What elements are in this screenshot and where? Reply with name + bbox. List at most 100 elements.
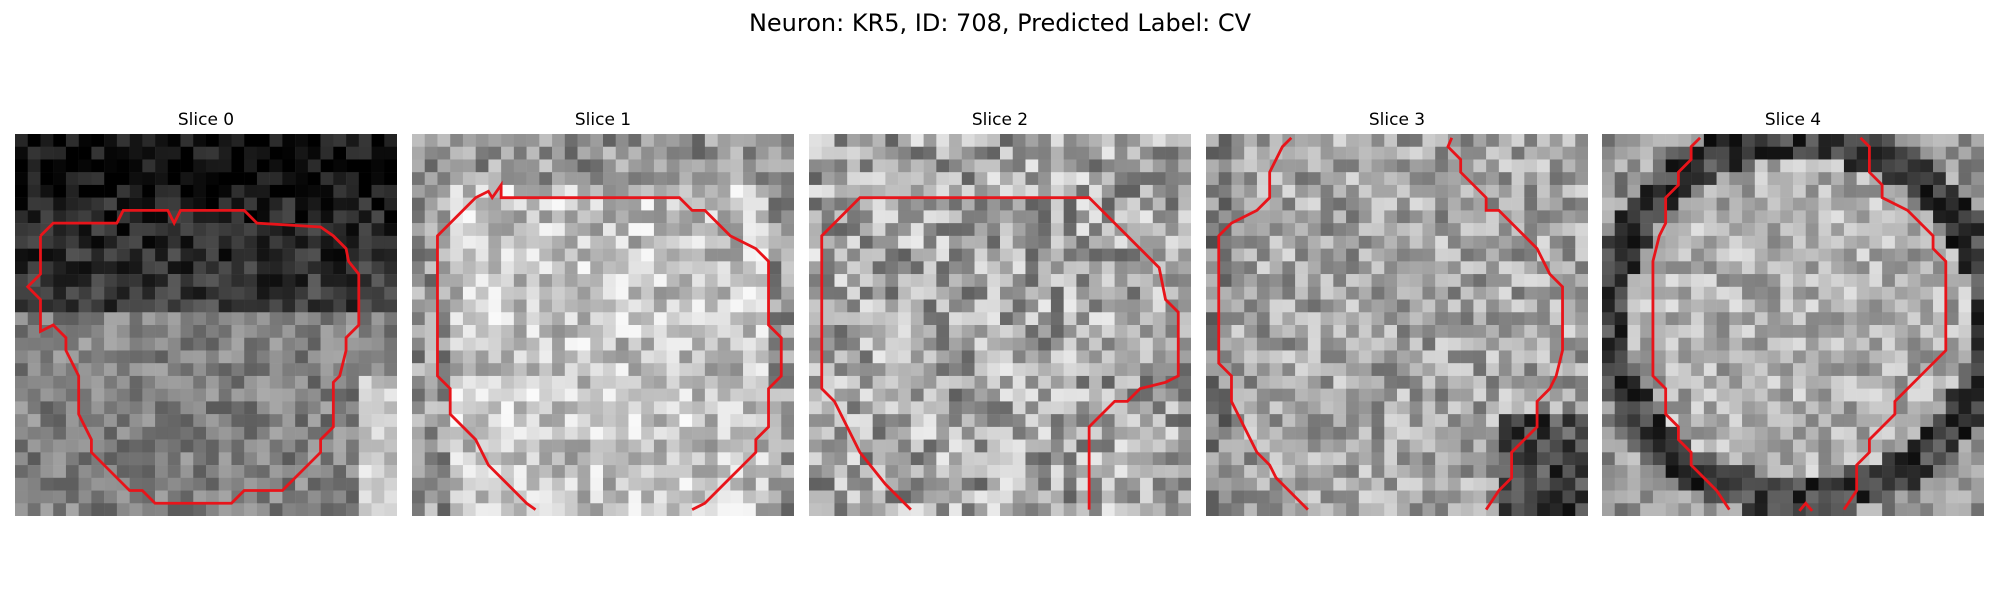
pixel [1256,248,1270,262]
pixel [526,312,540,326]
pixel [1665,248,1679,262]
pixel [666,477,680,491]
pixel [1397,210,1410,224]
pixel [142,503,156,516]
pixel [1729,223,1743,237]
pixel [743,286,757,300]
pixel [218,274,232,288]
pixel [1050,452,1064,466]
pixel [1333,337,1347,351]
pixel [40,401,54,415]
pixel [898,286,912,300]
pixel [53,299,67,313]
pixel [231,248,245,262]
pixel [1627,388,1641,402]
pixel [730,325,744,338]
pixel [1397,286,1410,300]
pixel [1793,134,1806,147]
pixel [1333,197,1347,211]
pixel [346,172,360,186]
pixel [180,235,194,249]
pixel [961,452,975,466]
pixel [679,363,693,377]
pixel [1754,172,1768,186]
pixel [193,299,207,313]
pixel [859,184,873,198]
pixel [1076,490,1090,504]
pixel [1256,184,1270,198]
pixel [1244,325,1258,338]
pixel [1127,134,1141,147]
pixel [65,184,79,198]
pixel [129,388,143,402]
pixel [781,184,794,198]
pixel [1742,172,1756,186]
pixel [1307,197,1321,211]
pixel [1665,299,1679,313]
pixel [936,439,950,453]
pixel [872,337,886,351]
pixel [1114,490,1128,504]
pixel [256,350,270,364]
pixel [282,363,296,377]
pixel [1152,312,1166,326]
pixel [1409,146,1423,160]
pixel [628,337,642,351]
pixel [1409,210,1423,224]
pixel [1460,363,1474,377]
pixel [424,503,438,516]
pixel [1282,325,1296,338]
pixel [1767,363,1781,377]
pixel [91,197,105,211]
pixel [834,465,848,479]
pixel [1152,363,1166,377]
pixel [949,172,963,186]
pixel [1333,159,1347,173]
pixel [1882,388,1896,402]
pixel [1114,172,1128,186]
pixel [1818,439,1832,453]
pixel [1101,286,1115,300]
pixel [1025,452,1039,466]
pixel [872,197,886,211]
pixel [1358,312,1372,326]
pixel [1691,325,1705,338]
pixel [564,172,578,186]
pixel [424,210,438,224]
pixel [1307,261,1321,275]
pixel [358,375,372,389]
pixel [1805,312,1819,326]
pixel [1231,172,1245,186]
pixel [539,477,553,491]
pixel [603,325,616,338]
pixel [526,197,540,211]
pixel [27,184,41,198]
pixel [269,452,283,466]
pixel [1165,465,1179,479]
pixel [450,477,464,491]
pixel [15,490,28,504]
pixel [1602,184,1615,198]
pixel [155,452,169,466]
pixel [450,184,464,198]
pixel [1831,490,1845,504]
pixel [1025,312,1039,326]
pixel [231,477,245,491]
pixel [1652,490,1666,504]
pixel [1818,426,1832,440]
pixel [1933,477,1947,491]
pixel [590,172,604,186]
pixel [282,146,296,160]
pixel [1958,261,1972,275]
pixel [282,312,296,326]
pixel [78,401,92,415]
pixel [809,477,822,491]
pixel [564,248,578,262]
figure-title: Neuron: KR5, ID: 708, Predicted Label: C… [748,9,1252,37]
pixel [193,248,207,262]
pixel [768,452,782,466]
pixel [462,299,476,313]
pixel [424,337,438,351]
pixel [15,401,28,415]
pixel [1178,375,1191,389]
